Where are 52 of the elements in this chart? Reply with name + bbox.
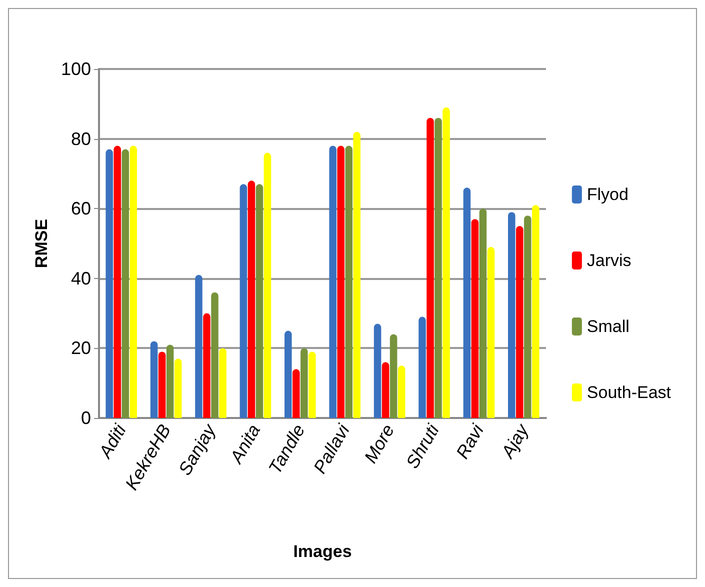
bar [264,152,272,418]
bar [219,348,226,418]
bar [463,188,471,418]
bar [106,149,113,418]
bar [292,369,300,418]
bar [122,149,129,418]
bar [166,344,174,418]
bar [353,132,360,418]
bar [345,146,352,418]
bar [248,180,256,418]
y-tick-label: 100 [60,59,91,79]
bar [487,246,495,418]
bar [434,118,442,418]
bar [150,341,158,418]
bar [300,348,308,418]
legend-label: South-East [586,383,672,402]
bar [390,334,398,418]
bar [418,316,426,418]
bar [532,205,540,418]
bar [284,330,292,418]
bar [479,208,487,418]
y-tick-label: 20 [70,338,91,358]
bar [398,366,406,418]
bar [329,146,336,418]
bar [114,146,121,418]
legend-label: Jarvis [586,251,632,270]
legend-label: Small [586,317,630,336]
bar [471,219,479,418]
bar [174,358,182,418]
bar [308,352,316,418]
bar [442,107,450,418]
legend-label: Flyod [586,185,628,204]
bar [256,184,264,418]
bar [211,292,218,418]
y-tick-label: 80 [70,128,91,149]
bar [158,352,166,418]
bar [374,324,382,418]
bar [130,146,137,418]
bar [337,146,344,418]
y-tick-label: 0 [80,408,91,428]
bar [524,216,532,418]
y-tick-label: 40 [70,268,91,288]
y-axis-title: RMSE [32,218,52,268]
x-axis-title: Images [293,542,352,561]
bar [516,226,524,418]
y-tick-label: 60 [70,198,91,219]
bar [426,118,434,418]
bar [508,212,516,418]
bar [382,362,390,418]
bar [240,184,248,418]
bar [195,274,202,418]
bar [203,313,210,418]
